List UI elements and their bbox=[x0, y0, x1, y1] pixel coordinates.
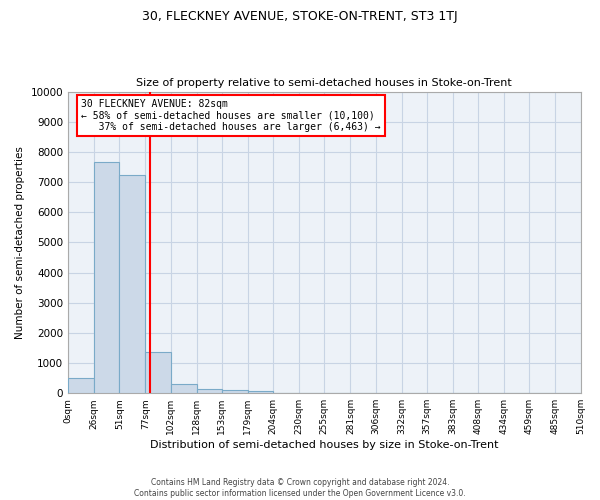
Bar bbox=[197, 388, 222, 393]
Bar bbox=[94, 162, 119, 393]
Y-axis label: Number of semi-detached properties: Number of semi-detached properties bbox=[15, 146, 25, 339]
Bar bbox=[222, 390, 248, 393]
Title: Size of property relative to semi-detached houses in Stoke-on-Trent: Size of property relative to semi-detach… bbox=[136, 78, 512, 88]
Bar bbox=[68, 378, 94, 393]
Text: 30 FLECKNEY AVENUE: 82sqm
← 58% of semi-detached houses are smaller (10,100)
   : 30 FLECKNEY AVENUE: 82sqm ← 58% of semi-… bbox=[81, 99, 381, 132]
Bar bbox=[170, 384, 197, 393]
Bar bbox=[119, 174, 145, 393]
Bar bbox=[248, 391, 273, 393]
Bar bbox=[145, 352, 170, 393]
X-axis label: Distribution of semi-detached houses by size in Stoke-on-Trent: Distribution of semi-detached houses by … bbox=[150, 440, 499, 450]
Text: Contains HM Land Registry data © Crown copyright and database right 2024.
Contai: Contains HM Land Registry data © Crown c… bbox=[134, 478, 466, 498]
Text: 30, FLECKNEY AVENUE, STOKE-ON-TRENT, ST3 1TJ: 30, FLECKNEY AVENUE, STOKE-ON-TRENT, ST3… bbox=[142, 10, 458, 23]
